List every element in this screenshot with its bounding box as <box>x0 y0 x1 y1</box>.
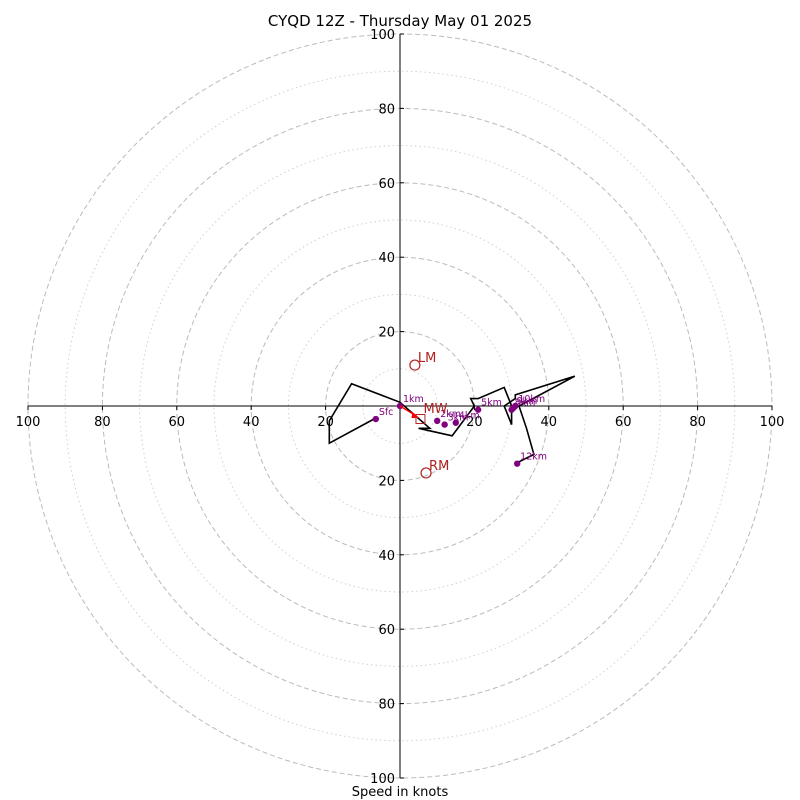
height-marker-label: 4km <box>459 411 480 422</box>
x-tick-label: 60 <box>169 415 186 430</box>
y-tick-label: 40 <box>378 251 395 266</box>
x-tick-label: 100 <box>760 415 785 430</box>
y-tick-label: 100 <box>370 28 395 43</box>
height-marker-label: 9km <box>516 396 537 407</box>
mean-wind-marker <box>415 414 426 425</box>
height-marker-label: 2km <box>440 409 461 420</box>
height-marker-label: 12km <box>520 452 547 463</box>
right-mover-label: RM <box>429 459 449 474</box>
y-tick-label: 20 <box>378 474 395 489</box>
y-tick-label: 60 <box>378 177 395 192</box>
x-tick-label: 40 <box>541 415 558 430</box>
x-tick-label: 60 <box>615 415 632 430</box>
height-marker-label: 8km <box>515 398 536 409</box>
height-marker-label: 10km <box>518 394 545 405</box>
x-axis-label: Speed in knots <box>352 785 449 800</box>
height-marker-2km <box>434 417 441 425</box>
right-mover-marker <box>420 467 432 479</box>
y-tick-label: 80 <box>378 102 395 117</box>
height-marker-12km <box>513 460 521 467</box>
height-marker-5km <box>474 406 482 413</box>
y-tick-label: 100 <box>370 772 395 787</box>
y-tick-label: 60 <box>378 623 395 638</box>
mean-wind-label: MW <box>423 402 447 417</box>
storm-motions: LM RM MW <box>399 351 449 479</box>
height-marker-3km <box>441 421 448 428</box>
y-tick-label: 80 <box>378 698 395 713</box>
hodograph-line <box>328 375 576 465</box>
height-marker-label: Sfc <box>379 407 394 418</box>
hodograph-trace <box>328 375 576 465</box>
height-marker-label: 3km <box>448 413 469 424</box>
left-mover-label: LM <box>418 351 436 366</box>
height-marker-4km <box>452 419 459 426</box>
x-tick-label: 100 <box>16 415 41 430</box>
left-mover-marker <box>409 359 421 371</box>
x-tick-label: 80 <box>689 415 706 430</box>
x-tick-label: 40 <box>243 415 260 430</box>
x-tick-label: 80 <box>94 415 111 430</box>
y-tick-label: 20 <box>378 326 395 341</box>
height-marker-label: 1km <box>403 394 424 405</box>
chart-title: CYQD 12Z - Thursday May 01 2025 <box>268 12 532 30</box>
height-marker-label: 5km <box>481 398 502 409</box>
axis-ticks: 100 80 60 40 20 20 40 60 80 100100806040202040608… <box>16 28 785 787</box>
height-marker-sfc <box>372 415 380 423</box>
y-tick-label: 40 <box>378 549 395 564</box>
x-tick-label: 20 <box>466 415 483 430</box>
height-marker-10km <box>512 402 519 410</box>
